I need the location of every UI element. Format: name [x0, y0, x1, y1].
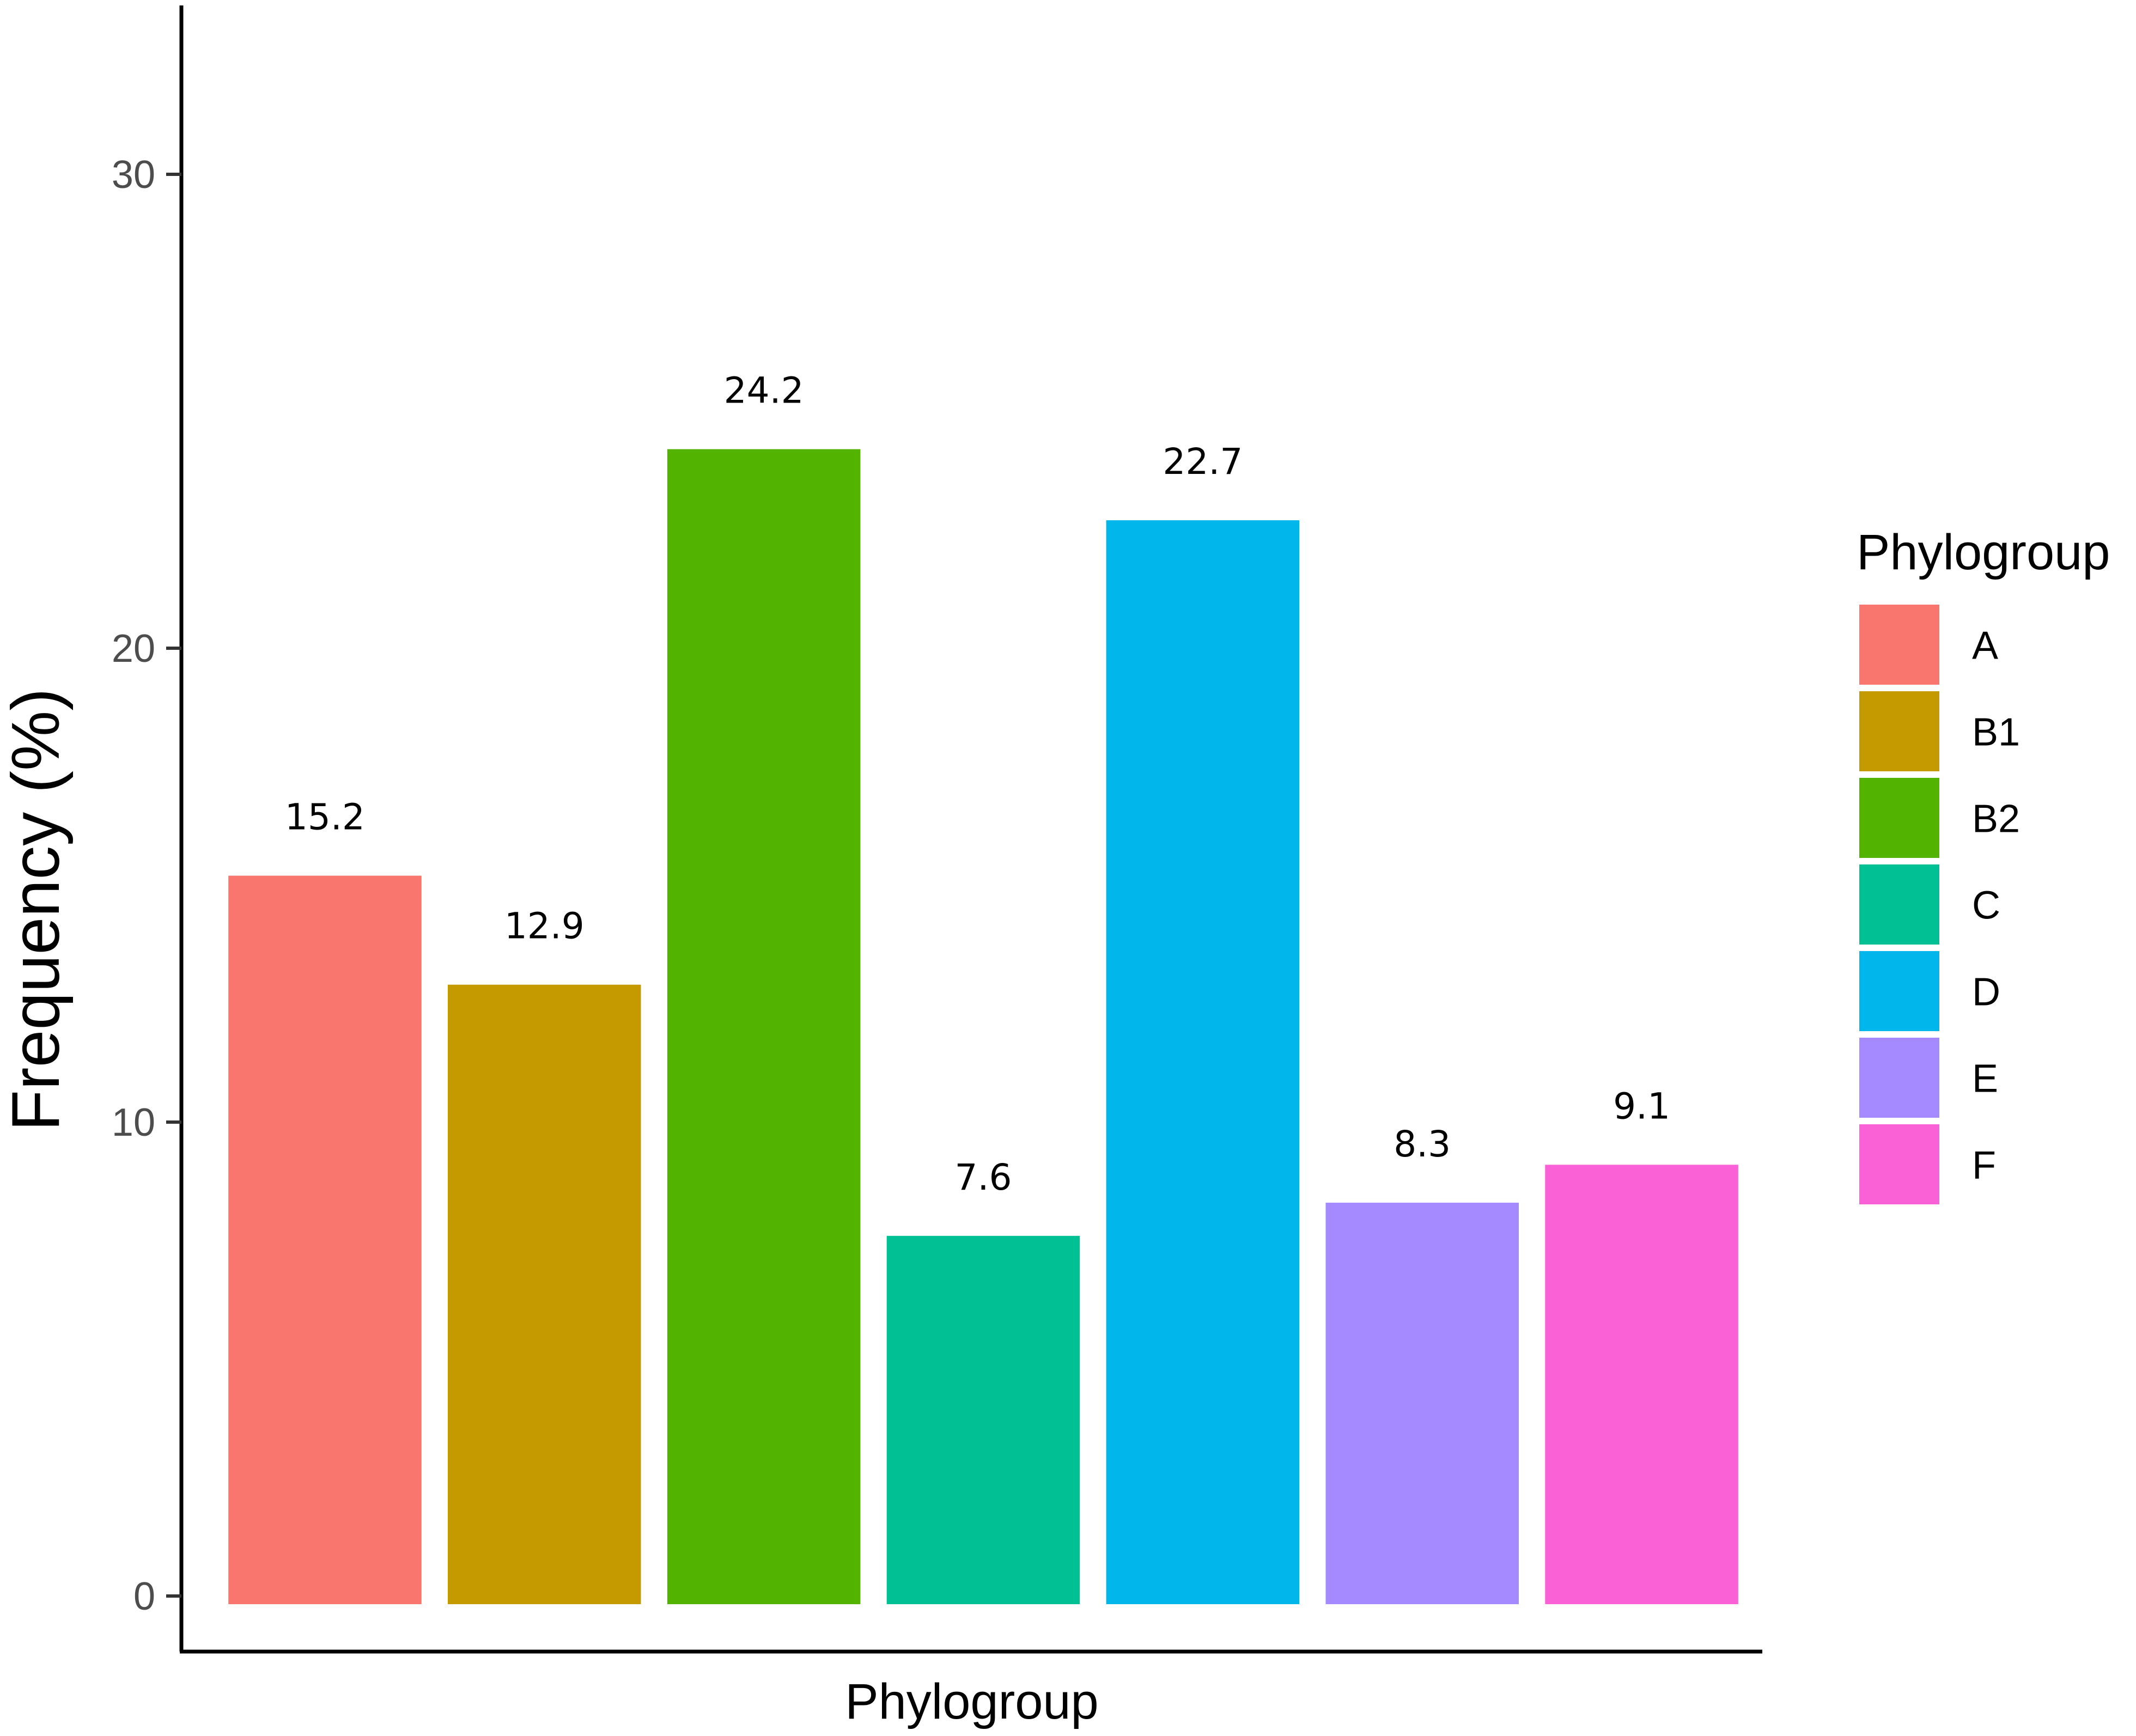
bar-d: [1106, 520, 1300, 1604]
bars-layer: [228, 449, 1738, 1604]
legend-swatch-f: [1859, 1124, 1939, 1204]
bar-e: [1325, 1202, 1519, 1604]
legend-swatch-b2: [1859, 778, 1939, 858]
data-labels-layer: 15.2 12.9 24.2 7.6 22.7 8.3 9.1: [285, 370, 1670, 1198]
bar-c: [886, 1235, 1080, 1604]
bar-b2: [667, 449, 861, 1604]
y-tick-label-0: 0: [133, 1575, 155, 1618]
bar-b1: [448, 984, 641, 1604]
legend-swatch-a: [1859, 605, 1939, 685]
y-tick-label-20: 20: [112, 627, 155, 671]
legend-swatch-d: [1859, 951, 1939, 1031]
x-axis-title: Phylogroup: [845, 1674, 1098, 1729]
y-tick-label-30: 30: [112, 153, 155, 197]
legend-label-b1: B1: [1972, 711, 2020, 754]
legend-swatch-e: [1859, 1038, 1939, 1118]
legend-title: Phylogroup: [1857, 525, 2110, 580]
y-axis-title: Frequency (%): [0, 688, 74, 1131]
legend-label-c: C: [1972, 884, 2000, 928]
bar-a: [228, 875, 422, 1604]
data-label-b2: 24.2: [724, 370, 804, 412]
legend-label-f: F: [1972, 1144, 1996, 1187]
legend-label-b2: B2: [1972, 797, 2020, 841]
data-label-b1: 12.9: [504, 905, 585, 947]
data-label-f: 9.1: [1613, 1085, 1670, 1127]
data-label-e: 8.3: [1393, 1123, 1451, 1165]
y-ticks-layer: 0 10 20 30: [112, 153, 181, 1618]
legend-label-d: D: [1972, 971, 2000, 1014]
legend-label-a: A: [1972, 624, 1998, 668]
data-label-a: 15.2: [285, 796, 365, 838]
legend-swatch-c: [1859, 864, 1939, 945]
bar-f: [1545, 1165, 1738, 1604]
axes-layer: [179, 5, 1762, 1654]
legend-swatch-b1: [1859, 691, 1939, 771]
legend-label-e: E: [1972, 1057, 1998, 1101]
data-label-d: 22.7: [1163, 441, 1243, 483]
y-tick-label-10: 10: [112, 1101, 155, 1144]
data-label-c: 7.6: [955, 1156, 1012, 1198]
